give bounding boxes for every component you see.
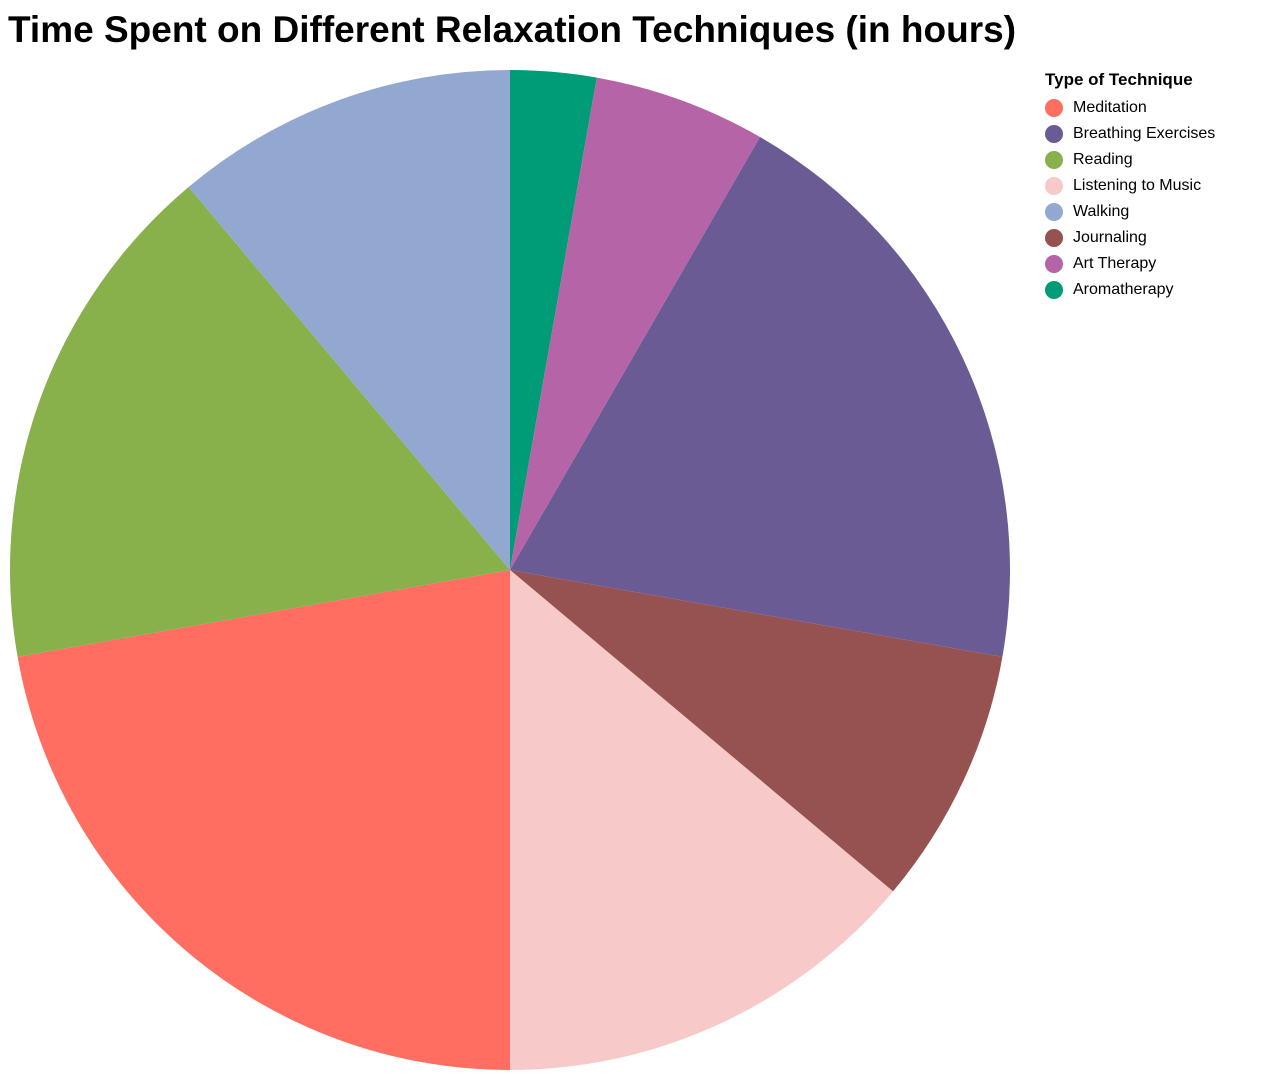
legend-swatch-icon	[1045, 229, 1063, 247]
legend-label: Art Therapy	[1073, 255, 1157, 272]
legend-label: Meditation	[1073, 99, 1147, 116]
pie-slice-listening-to-music	[510, 570, 894, 1070]
chart-title: Time Spent on Different Relaxation Techn…	[8, 9, 1017, 50]
pie-slice-walking	[188, 70, 511, 570]
legend: Type of Technique Meditation Breathing Ex…	[1045, 70, 1215, 303]
legend-label: Breathing Exercises	[1073, 125, 1216, 142]
legend-label: Listening to Music	[1073, 177, 1202, 194]
legend-item-meditation: Meditation	[1045, 95, 1215, 121]
legend-swatch-icon	[1045, 203, 1063, 221]
legend-label: Journaling	[1073, 229, 1147, 246]
legend-item-journaling: Journaling	[1045, 225, 1215, 251]
pie-slice-art-therapy	[510, 77, 760, 570]
pie-slice-breathing-exercises	[510, 136, 1010, 657]
legend-label: Aromatherapy	[1073, 281, 1174, 298]
legend-swatch-icon	[1045, 255, 1063, 273]
legend-swatch-icon	[1045, 177, 1063, 195]
pie-slices	[10, 70, 1010, 1070]
legend-swatch-icon	[1045, 281, 1063, 299]
legend-item-art-therapy: Art Therapy	[1045, 251, 1215, 277]
legend-item-listening-to-music: Listening to Music	[1045, 173, 1215, 199]
pie-slice-meditation	[17, 570, 510, 1070]
legend-swatch-icon	[1045, 125, 1063, 143]
pie-slice-reading	[10, 186, 510, 657]
legend-swatch-icon	[1045, 151, 1063, 169]
pie-slice-aromatherapy	[510, 70, 597, 570]
pie-slice-journaling	[510, 570, 1003, 892]
legend-label: Walking	[1073, 203, 1130, 220]
legend-items: Meditation Breathing Exercises Reading List…	[1045, 95, 1215, 303]
legend-label: Reading	[1073, 151, 1133, 168]
legend-item-aromatherapy: Aromatherapy	[1045, 277, 1215, 303]
legend-item-walking: Walking	[1045, 199, 1215, 225]
legend-title: Type of Technique	[1045, 70, 1193, 89]
legend-item-breathing-exercises: Breathing Exercises	[1045, 121, 1215, 147]
legend-swatch-icon	[1045, 99, 1063, 117]
legend-item-reading: Reading	[1045, 147, 1215, 173]
